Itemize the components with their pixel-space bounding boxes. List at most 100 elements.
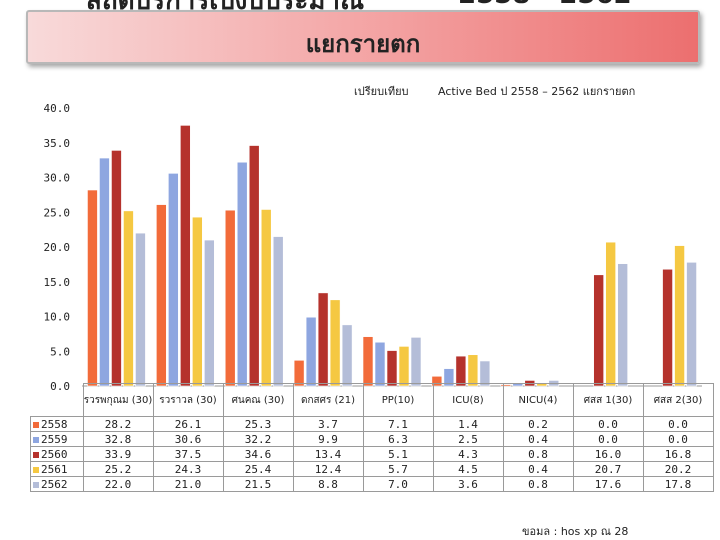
table-cell: 34.6	[222, 446, 294, 462]
y-tick-label: 5.0	[50, 345, 70, 358]
table-cell: 2.5	[432, 431, 504, 447]
bar-2561-1	[192, 216, 203, 387]
table-cell: 20.2	[642, 461, 714, 477]
legend-label: 2560	[41, 447, 68, 461]
bar-2559-3	[305, 316, 317, 387]
table-cell: 24.3	[152, 461, 224, 477]
legend-label: 2559	[41, 432, 68, 446]
y-tick-label: 0.0	[50, 380, 70, 393]
legend-swatch	[33, 421, 39, 428]
category-label: PP(10)	[362, 383, 434, 417]
y-tick-label: 10.0	[44, 311, 71, 324]
title-banner-top-line: สถิติบริการเปงบประมาณ 2558 - 2562	[26, 0, 696, 10]
table-row: 2562 22.0 21.0 21.5 8.8 7.0 3.6 0.8 17.6 17.8	[30, 476, 714, 492]
bar-2561-8	[674, 245, 685, 387]
legend-label: 2558	[41, 417, 68, 431]
table-cell: 8.8	[292, 476, 364, 492]
table-cell: 12.4	[292, 461, 364, 477]
table-corner	[31, 384, 84, 417]
bar-2562-7	[617, 263, 628, 387]
table-cell: 0.4	[502, 461, 574, 477]
table-cell: 3.7	[292, 416, 364, 432]
table-cell: 0.0	[642, 416, 714, 432]
bar-2561-2	[260, 209, 272, 387]
bar-2560-4	[386, 350, 398, 387]
bar-2561-5	[467, 354, 479, 387]
title-line-right: 2558 - 2562	[458, 0, 632, 10]
table-cell: 5.1	[362, 446, 434, 462]
legend-entry: 2560	[30, 446, 84, 462]
legend-swatch	[33, 436, 39, 443]
bar-2558-1	[156, 204, 167, 387]
table-cell: 33.9	[82, 446, 154, 462]
bar-2560-0	[111, 150, 122, 387]
bar-2561-3	[329, 299, 341, 387]
bar-2560-3	[317, 292, 329, 387]
bar-2561-7	[605, 241, 616, 387]
table-cell: 30.6	[152, 431, 224, 447]
table-cell: 25.2	[82, 461, 154, 477]
category-label: ICU(8)	[432, 383, 504, 417]
y-tick-label: 35.0	[44, 137, 71, 150]
bar-2560-7	[593, 274, 604, 387]
bar-2562-4	[410, 337, 422, 387]
table-cell: 25.4	[222, 461, 294, 477]
page-title: แยกรายตก	[305, 30, 421, 58]
y-tick-label: 20.0	[44, 241, 71, 254]
table-cell: 0.0	[572, 416, 644, 432]
bar-2559-1	[168, 173, 179, 387]
table-cell: 25.3	[222, 416, 294, 432]
bar-2558-2	[224, 209, 236, 387]
table-cell: 0.8	[502, 446, 574, 462]
table-cell: 13.4	[292, 446, 364, 462]
table-row: 2559 32.8 30.6 32.2 9.9 6.3 2.5 0.4 0.0 0.0	[30, 431, 714, 447]
bar-2559-4	[374, 341, 386, 387]
table-cell: 0.0	[572, 431, 644, 447]
bar-2562-2	[272, 236, 284, 387]
bar-2562-1	[204, 239, 215, 387]
y-tick-label: 25.0	[44, 206, 71, 219]
table-cell: 37.5	[152, 446, 224, 462]
bar-2561-4	[398, 346, 410, 387]
table-cell: 0.0	[642, 431, 714, 447]
legend-entry: 2559	[30, 431, 84, 447]
bar-2559-2	[236, 161, 248, 387]
y-tick-label: 15.0	[44, 276, 71, 289]
legend-entry: 2562	[30, 476, 84, 492]
bar-2562-8	[686, 261, 697, 387]
table-cell: 4.5	[432, 461, 504, 477]
bar-2562-3	[341, 324, 353, 387]
table-cell: 17.6	[572, 476, 644, 492]
table-cell: 16.0	[572, 446, 644, 462]
table-cell: 20.7	[572, 461, 644, 477]
table-cell: 4.3	[432, 446, 504, 462]
category-label: ศสส 2(30)	[642, 383, 714, 417]
chart-subtitle-left: เปรียบเทียบ	[354, 85, 409, 98]
table-row: 2558 28.2 26.1 25.3 3.7 7.1 1.4 0.2 0.0 0.0	[30, 416, 714, 432]
category-label: NICU(4)	[502, 383, 574, 417]
chart-subtitle-right: Active Bed ป 2558 – 2562 แยกรายตก	[438, 85, 636, 98]
bar-2562-0	[135, 232, 146, 387]
table-cell: 0.2	[502, 416, 574, 432]
table-cell: 28.2	[82, 416, 154, 432]
table-cell: 7.0	[362, 476, 434, 492]
bar-2560-2	[248, 145, 260, 387]
category-label: ศนคณ (30)	[222, 383, 294, 417]
category-label: ศสส 1(30)	[572, 383, 644, 417]
bar-2561-0	[123, 210, 134, 387]
legend-label: 2562	[41, 477, 68, 491]
bar-2560-5	[455, 355, 467, 387]
legend-swatch	[33, 481, 39, 488]
table-cell: 21.0	[152, 476, 224, 492]
table-cell: 32.8	[82, 431, 154, 447]
title-banner: แยกรายตก	[26, 10, 700, 64]
table-cell: 7.1	[362, 416, 434, 432]
y-tick-label: 30.0	[44, 172, 71, 185]
table-cell: 0.8	[502, 476, 574, 492]
title-line-left: สถิติบริการเปงบประมาณ	[86, 0, 364, 10]
table-cell: 9.9	[292, 431, 364, 447]
table-row: 2561 25.2 24.3 25.4 12.4 5.7 4.5 0.4 20.7 20.2	[30, 461, 714, 477]
bar-2560-8	[662, 268, 673, 387]
legend-entry: 2561	[30, 461, 84, 477]
